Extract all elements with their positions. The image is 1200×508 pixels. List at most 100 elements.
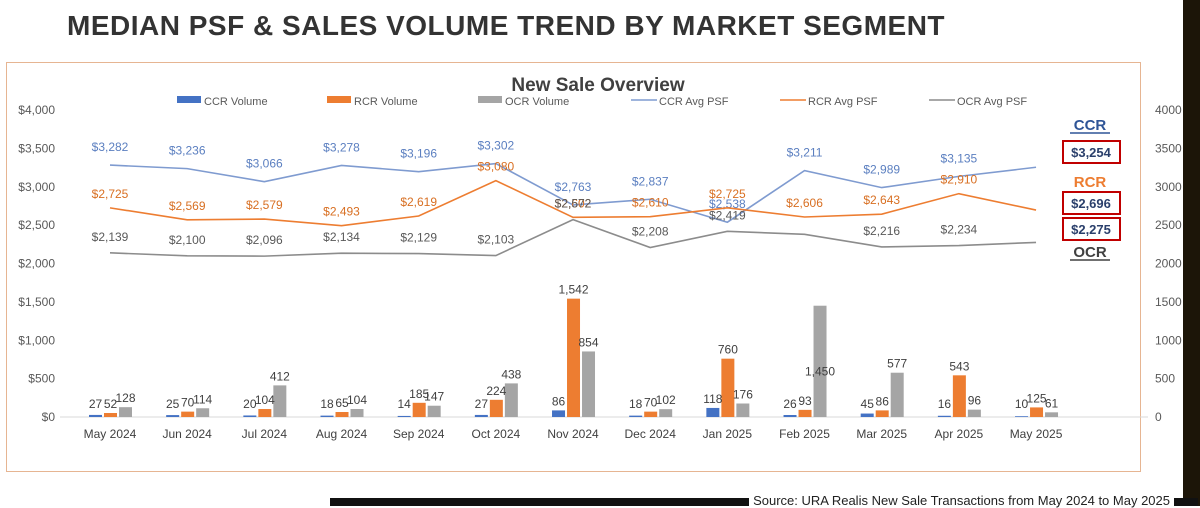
- x-tick-label: May 2025: [1010, 427, 1063, 441]
- bar-ccr-volume: [629, 415, 643, 417]
- bar-label-ccr-volume: 14: [398, 397, 412, 411]
- segment-tag-ccr: CCR: [1074, 117, 1107, 134]
- segment-tag-rcr: RCR: [1074, 174, 1107, 191]
- psf-label-rcr: $2,725: [92, 187, 129, 201]
- bar-label-rcr-volume: 543: [949, 359, 969, 373]
- legend-label-ocr-psf: OCR Avg PSF: [957, 96, 1027, 108]
- bar-label-rcr-volume: 86: [876, 394, 890, 408]
- bar-ocr-volume: [273, 385, 287, 417]
- legend-label-ccr-volume: CCR Volume: [204, 96, 268, 108]
- bar-label-ccr-volume: 18: [629, 397, 643, 411]
- bar-label-rcr-volume: 104: [255, 393, 275, 407]
- y-right-tick-label: 500: [1155, 372, 1175, 386]
- bar-label-ocr-volume: 128: [115, 391, 135, 405]
- psf-label-ocr: $2,103: [477, 233, 514, 247]
- bar-ccr-volume: [706, 407, 720, 417]
- y-right-tick-label: 1500: [1155, 295, 1182, 309]
- y-right-tick-label: 2000: [1155, 257, 1182, 271]
- psf-label-rcr: $2,910: [941, 173, 978, 187]
- bar-ccr-volume: [937, 415, 951, 417]
- line-ocr-avg-psf: [109, 218, 1037, 257]
- bar-ccr-volume: [783, 415, 797, 417]
- chart-title: New Sale Overview: [511, 75, 684, 96]
- psf-label-rcr: $2,602: [555, 196, 592, 210]
- x-tick-label: Mar 2025: [856, 427, 907, 441]
- psf-label-rcr: $2,725: [709, 187, 746, 201]
- y-right-tick-label: 3500: [1155, 141, 1182, 155]
- x-tick-label: Apr 2025: [935, 427, 984, 441]
- bar-label-ccr-volume: 18: [320, 397, 334, 411]
- psf-label-ccr: $3,211: [787, 146, 823, 160]
- x-tick-label: Jun 2024: [162, 427, 212, 441]
- bar-label-ocr-volume: 61: [1045, 396, 1059, 410]
- bar-rcr-volume: [258, 409, 272, 417]
- bar-ocr-volume: [582, 351, 596, 417]
- bar-label-ccr-volume: 16: [938, 397, 952, 411]
- psf-label-ccr: $2,989: [863, 163, 900, 177]
- legend-label-rcr-psf: RCR Avg PSF: [808, 96, 878, 108]
- bar-ocr-volume: [813, 305, 827, 417]
- bar-ccr-volume: [320, 415, 334, 417]
- legend-label-ocr-volume: OCR Volume: [505, 96, 569, 108]
- highlight-value-ccr: $3,254: [1071, 145, 1112, 160]
- highlight-box-ccr: [1062, 140, 1121, 164]
- bar-rcr-volume: [875, 410, 889, 417]
- psf-label-rcr: $2,643: [863, 193, 900, 207]
- bar-ocr-volume: [967, 409, 981, 417]
- psf-label-rcr: $3,080: [477, 160, 514, 174]
- psf-label-rcr: $2,569: [169, 199, 206, 213]
- bar-label-ccr-volume: 86: [552, 394, 566, 408]
- bar-label-ocr-volume: 96: [968, 394, 982, 408]
- legend-swatch-ccr-volume: [177, 96, 201, 103]
- psf-label-ccr: $3,278: [323, 140, 360, 154]
- psf-label-ocr: $2,572: [555, 197, 592, 211]
- psf-label-ocr: $2,216: [863, 224, 900, 238]
- psf-label-ocr: $2,100: [169, 233, 206, 247]
- bar-ocr-volume: [196, 408, 210, 417]
- y-left-tick-label: $3,500: [18, 141, 55, 155]
- bar-label-ocr-volume: 176: [733, 387, 753, 401]
- bar-ccr-volume: [243, 415, 257, 417]
- legend-swatch-rcr-volume: [327, 96, 351, 103]
- bar-ocr-volume: [659, 409, 673, 417]
- bar-label-rcr-volume: 1,542: [559, 283, 589, 297]
- bar-ccr-volume: [89, 414, 102, 417]
- bar-rcr-volume: [798, 409, 812, 417]
- x-tick-label: Jul 2024: [242, 427, 288, 441]
- psf-label-rcr: $2,610: [632, 196, 669, 210]
- psf-label-ccr: $2,538: [709, 197, 746, 211]
- bar-label-rcr-volume: 65: [335, 396, 349, 410]
- bar-label-ocr-volume: 114: [193, 392, 212, 406]
- psf-label-rcr: $2,619: [400, 195, 437, 209]
- bar-label-rcr-volume: 70: [644, 396, 658, 410]
- psf-label-ccr: $2,837: [632, 174, 669, 188]
- bar-ccr-volume: [474, 414, 488, 417]
- y-right-tick-label: 3000: [1155, 180, 1182, 194]
- bar-label-ocr-volume: 854: [579, 335, 599, 349]
- bar-rcr-volume: [721, 358, 735, 417]
- bar-ccr-volume: [552, 410, 566, 417]
- psf-label-ccr: $3,066: [246, 157, 283, 171]
- bar-label-ccr-volume: 45: [861, 397, 875, 411]
- psf-label-ccr: $3,236: [169, 144, 206, 158]
- x-tick-label: Oct 2024: [471, 427, 520, 441]
- sales-overview-chart: New Sale Overview CCR Volume RCR Volume OCR…: [18, 75, 1182, 441]
- legend-label-rcr-volume: RCR Volume: [354, 96, 418, 108]
- bar-rcr-volume: [412, 402, 426, 417]
- bar-label-rcr-volume: 52: [104, 397, 118, 411]
- x-tick-label: Sep 2024: [393, 427, 445, 441]
- bar-rcr-volume: [1030, 407, 1044, 417]
- bar-rcr-volume: [489, 399, 503, 417]
- bar-label-ocr-volume: 438: [501, 367, 521, 381]
- bar-rcr-volume: [104, 413, 117, 417]
- bar-ccr-volume: [166, 415, 180, 417]
- y-right-tick-label: 0: [1155, 410, 1162, 424]
- psf-label-ocr: $2,134: [323, 230, 360, 244]
- psf-label-ccr: $3,196: [400, 147, 437, 161]
- psf-label-ocr: $2,129: [400, 231, 437, 245]
- psf-label-ccr: $3,282: [92, 140, 129, 154]
- y-left-tick-label: $1,000: [18, 333, 55, 347]
- y-left-tick-label: $1,500: [18, 295, 55, 309]
- bar-label-ocr-volume: 102: [656, 393, 676, 407]
- x-tick-label: Aug 2024: [316, 427, 368, 441]
